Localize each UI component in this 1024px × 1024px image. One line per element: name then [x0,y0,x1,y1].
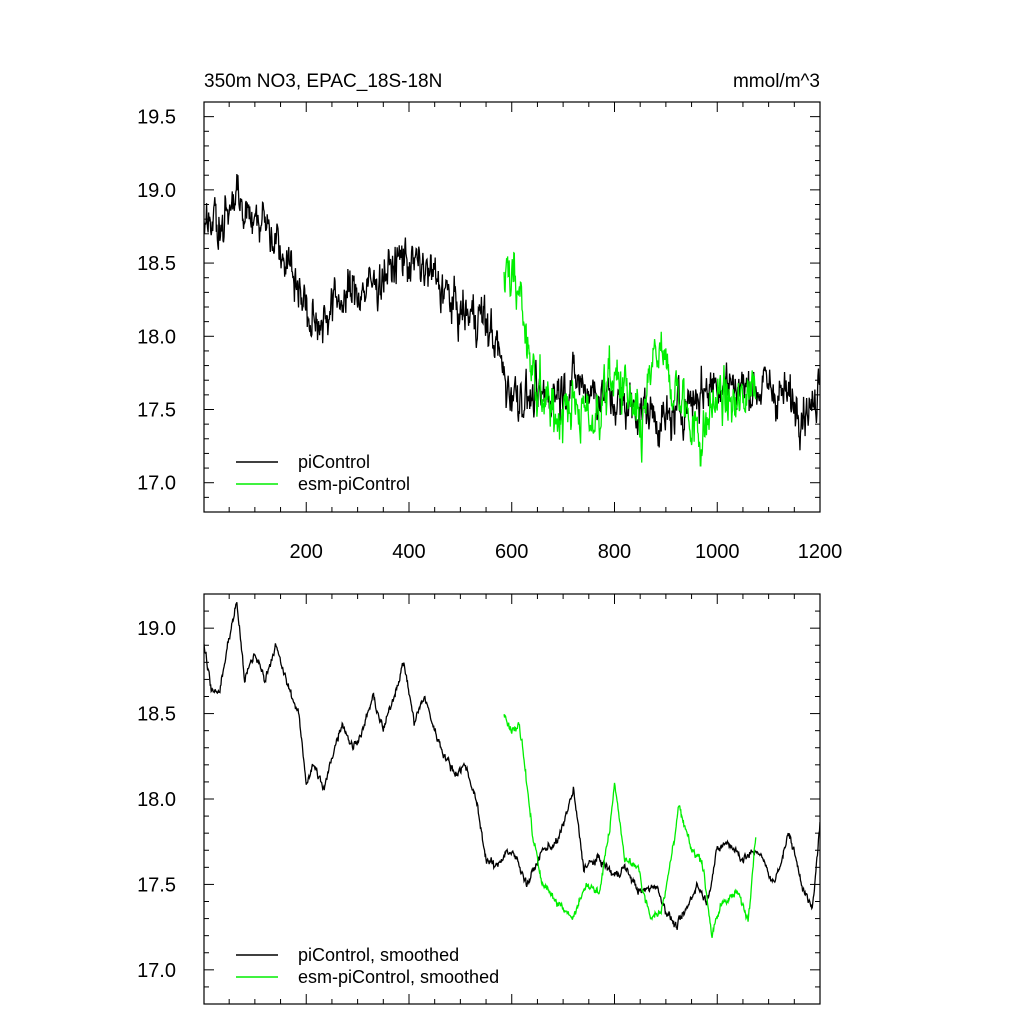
y-tick-label: 17.0 [137,473,176,495]
y-tick-label: 17.5 [137,400,176,422]
legend-label: piControl [298,452,370,472]
y-tick-label: 18.0 [137,789,176,811]
plot-area-bottom: 17.0 17.5 18.0 18.5 19.0 piControl, smoothede… [137,593,821,1005]
x-tick-label: 200 [290,541,323,563]
units-label: mmol/m^3 [733,71,820,92]
x-tick-label: 1000 [695,541,740,563]
series-line-esm-picontrol-smoothed [503,714,757,938]
plot-frame [203,593,821,1005]
y-tick-label: 17.0 [137,960,176,982]
y-tick-label: 19.0 [137,618,176,640]
legend-label: esm-piControl, smoothed [298,967,499,987]
x-tick-label: 600 [495,541,528,563]
legend-label: piControl, smoothed [298,945,459,965]
plot-area-top: 200 400 600 800 1000 1200 17.0 17.5 18.0 18.5 19.0… [137,101,843,563]
y-tick-label: 18.5 [137,704,176,726]
y-tick-label: 18.0 [137,326,176,348]
x-tick-label: 1200 [798,541,843,563]
series-line-esm-picontrol [503,251,757,467]
bottom-panel: 17.0 17.5 18.0 18.5 19.0 piControl, smoothede… [137,593,821,1005]
x-tick-label: 400 [392,541,425,563]
plot-frame [203,101,821,513]
x-tick-label: 800 [598,541,631,563]
y-tick-label: 19.0 [137,180,176,202]
series-line-picontrol-smoothed [204,602,820,930]
y-tick-label: 19.5 [137,107,176,129]
top-panel: 350m NO3, EPAC_18S-18N mmol/m^3 200 400 60… [137,71,842,563]
chart-title: 350m NO3, EPAC_18S-18N [204,71,442,92]
y-tick-label: 18.5 [137,253,176,275]
y-tick-label: 17.5 [137,874,176,896]
legend-label: esm-piControl [298,474,410,494]
